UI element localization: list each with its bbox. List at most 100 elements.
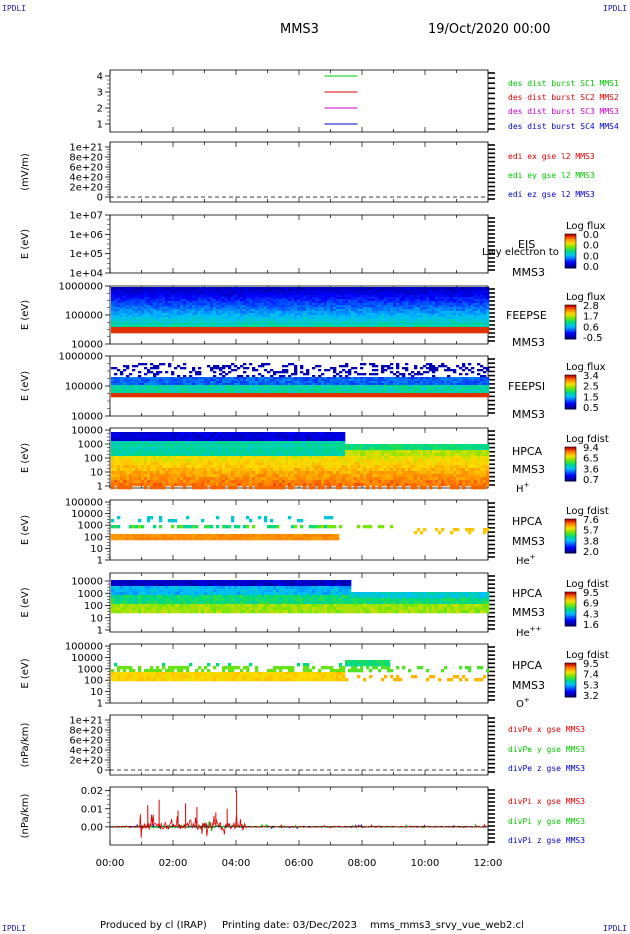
spectrogram-cell <box>225 391 229 394</box>
spectrogram-cell <box>291 313 295 316</box>
spectrogram-cell <box>414 321 418 324</box>
spectrogram-cell <box>303 325 307 328</box>
spectrogram-cell <box>168 295 172 298</box>
spectrogram-cell <box>339 327 343 330</box>
spectrogram-cell <box>396 331 400 334</box>
spectrogram-cell <box>465 381 469 384</box>
spectrogram-cell <box>141 289 145 292</box>
spectrogram-cell <box>384 301 388 304</box>
spectrogram-cell <box>270 329 274 332</box>
spectrogram-cell <box>228 315 232 318</box>
spectrogram-cell <box>114 287 118 290</box>
spectrogram-cell <box>237 287 241 290</box>
spectrogram-cell <box>135 315 139 318</box>
spectrogram-cell <box>336 373 340 376</box>
spectrogram-cell <box>426 331 430 334</box>
spectrogram-cell <box>411 325 415 328</box>
spectrogram-cell <box>189 297 193 300</box>
spectrogram-cell <box>423 393 427 396</box>
spectrogram-cell <box>279 395 283 398</box>
spectrogram-cell <box>432 295 436 298</box>
spectrogram-cell <box>279 387 283 390</box>
spectrogram-cell <box>483 325 487 328</box>
spectrogram-cell <box>345 309 349 312</box>
spectrogram-cell <box>159 291 163 294</box>
spectrogram-cell <box>240 313 244 316</box>
spectrogram-cell <box>150 321 154 324</box>
spectrogram-cell <box>435 293 439 296</box>
spectrogram-cell <box>468 363 472 366</box>
spectrogram-cell <box>291 301 295 304</box>
spectrogram-cell <box>267 301 271 304</box>
spectrogram-cell <box>231 293 235 296</box>
spectrogram-cell <box>261 327 265 330</box>
colorbar-swatch <box>565 402 576 405</box>
spectrogram-cell <box>432 375 436 378</box>
spectrogram-cell <box>231 395 235 398</box>
spectrogram-cell <box>294 371 298 374</box>
spectrogram-cell <box>273 391 277 394</box>
spectrogram-cell <box>177 319 181 322</box>
spectrogram-cell <box>177 315 181 318</box>
spectrogram-cell <box>246 299 250 302</box>
spectrogram-cell <box>330 393 334 396</box>
spectrogram-cell <box>168 303 172 306</box>
spectrogram-cell <box>462 307 466 310</box>
spectrogram-cell <box>120 435 124 439</box>
spectrogram-cell <box>408 329 412 332</box>
spectrogram-cell <box>132 315 136 318</box>
spectrogram-cell <box>363 315 367 318</box>
spectrogram-cell <box>183 385 187 388</box>
spectrogram-cell <box>132 377 136 380</box>
availability-legend: des dist burst SC1 MMS1 <box>508 79 619 88</box>
spectrogram-cell <box>432 289 436 292</box>
spectrogram-cell <box>267 293 271 296</box>
spectrogram-cell <box>279 377 283 380</box>
spectrogram-cell <box>435 381 439 384</box>
spectrogram-cell <box>477 391 481 394</box>
spectrogram-cell <box>486 367 490 370</box>
spectrogram-cell <box>324 291 328 294</box>
spectrogram-cell <box>339 329 343 332</box>
spectrogram-cell <box>366 305 370 308</box>
spectrogram-cell <box>171 287 175 290</box>
spectrogram-cell <box>465 307 469 310</box>
spectrogram-cell <box>279 317 283 320</box>
spectrogram-cell <box>129 325 133 328</box>
spectrogram-cell <box>324 293 328 296</box>
spectrogram-cell <box>114 315 118 318</box>
spectrogram-cell <box>318 389 322 392</box>
spectrogram-cell <box>177 383 181 386</box>
availability-legend: des dist burst SC4 MMS4 <box>508 122 619 131</box>
spectrogram-cell <box>147 303 151 306</box>
spectrogram-cell <box>399 381 403 384</box>
spectrogram-cell <box>213 319 217 322</box>
spectrogram-cell <box>342 307 346 310</box>
spectrogram-cell <box>333 377 337 380</box>
spectrogram-cell <box>225 289 229 292</box>
spectrogram-cell <box>192 289 196 292</box>
spectrogram-cell <box>213 389 217 392</box>
spectrogram-cell <box>270 315 274 318</box>
spectrogram-cell <box>456 331 460 334</box>
edi-legend: edi ez gse l2 MMS3 <box>508 190 595 199</box>
spectrogram-cell <box>138 295 142 298</box>
spectrogram-cell <box>144 395 148 398</box>
spectrogram-cell <box>135 323 139 326</box>
spectrogram-cell <box>210 395 214 398</box>
spectrogram-cell <box>270 317 274 320</box>
spectrogram-cell <box>162 379 166 382</box>
spectrogram-cell <box>432 301 436 304</box>
spectrogram-cell <box>405 367 409 370</box>
spectrogram-cell <box>147 291 151 294</box>
spectrogram-cell <box>288 389 292 392</box>
spectrogram-cell <box>240 379 244 382</box>
colorbar-frame <box>564 304 577 340</box>
spectrogram-cell <box>267 319 271 322</box>
spectrogram-cell <box>447 393 451 396</box>
spectrogram-cell <box>177 329 181 332</box>
spectrogram-cell <box>249 305 253 308</box>
spectrogram-cell <box>219 385 223 388</box>
spectrogram-cell <box>153 291 157 294</box>
spectrogram-cell <box>138 317 142 320</box>
